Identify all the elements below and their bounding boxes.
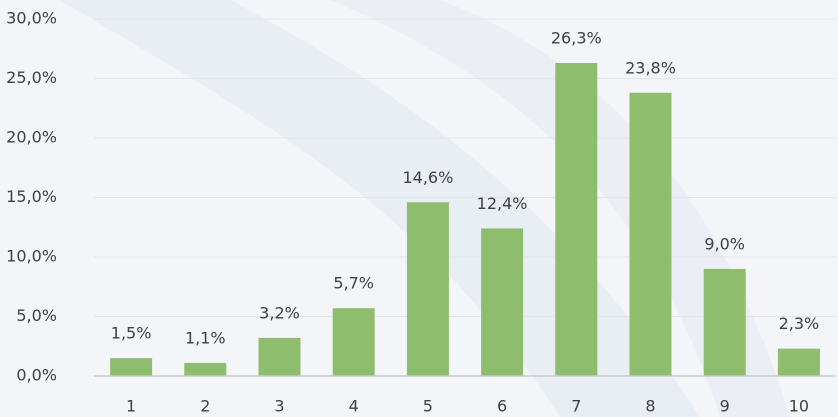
y-tick-label: 20,0%	[6, 128, 57, 147]
data-label: 23,8%	[625, 58, 676, 77]
y-tick-label: 10,0%	[6, 247, 57, 266]
bar	[629, 92, 672, 376]
bar	[184, 362, 227, 376]
bar	[555, 63, 598, 376]
bar	[777, 348, 820, 376]
bar	[703, 268, 746, 376]
data-label: 3,2%	[259, 303, 300, 322]
bar	[406, 202, 449, 376]
bar	[481, 228, 524, 376]
bar	[332, 308, 375, 376]
y-tick-label: 0,0%	[16, 366, 57, 385]
data-label: 14,6%	[402, 168, 453, 187]
data-label: 1,1%	[185, 328, 226, 347]
x-tick-label: 8	[645, 397, 655, 416]
x-tick-label: 10	[789, 397, 809, 416]
bar	[110, 358, 153, 376]
data-label: 26,3%	[551, 29, 602, 48]
data-label: 5,7%	[333, 274, 374, 293]
bar	[258, 337, 301, 376]
data-label: 2,3%	[779, 314, 820, 333]
y-tick-label: 15,0%	[6, 187, 57, 206]
x-tick-label: 4	[349, 397, 359, 416]
data-label: 1,5%	[111, 324, 152, 343]
x-tick-label: 2	[200, 397, 210, 416]
x-tick-label: 9	[720, 397, 730, 416]
y-tick-label: 5,0%	[16, 306, 57, 325]
data-label: 9,0%	[704, 234, 745, 253]
y-tick-label: 30,0%	[6, 9, 57, 28]
decoration	[60, 0, 700, 417]
data-label: 12,4%	[477, 194, 528, 213]
x-tick-label: 3	[274, 397, 284, 416]
x-tick-label: 7	[571, 397, 581, 416]
x-tick-label: 6	[497, 397, 507, 416]
x-tick-label: 1	[126, 397, 136, 416]
x-tick-label: 5	[423, 397, 433, 416]
y-tick-label: 25,0%	[6, 68, 57, 87]
